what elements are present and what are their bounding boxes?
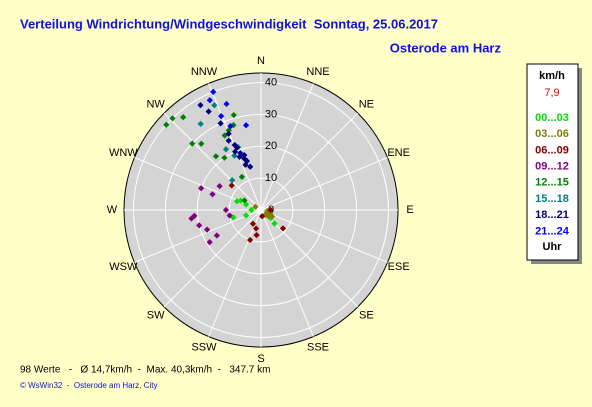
direction-label: W	[107, 204, 118, 216]
data-point	[197, 102, 204, 109]
spoke	[260, 209, 388, 263]
data-point	[271, 220, 278, 227]
spoke	[260, 209, 314, 337]
direction-label: NW	[146, 99, 165, 111]
r-tick-label: 30	[265, 108, 277, 120]
direction-label: WSW	[109, 261, 138, 273]
data-point	[242, 212, 250, 219]
legend-title: km/h	[539, 70, 565, 82]
data-point	[247, 163, 254, 170]
spoke	[260, 112, 359, 211]
data-point	[242, 122, 250, 129]
data-point	[217, 120, 224, 127]
legend-entry: 12...15	[535, 177, 569, 189]
data-point	[212, 153, 220, 160]
data-point	[225, 130, 232, 137]
r-tick-label: 40	[265, 76, 277, 88]
legend-footer: Uhr	[543, 241, 563, 253]
footer: 98 Werte - Ø 14,7km/h - Max. 40,3km/h - …	[20, 365, 270, 376]
data-point	[237, 197, 244, 204]
legend-entry: 18...21	[535, 209, 569, 221]
legend-entry: 21...24	[535, 225, 570, 237]
data-point	[248, 206, 255, 214]
spoke	[260, 83, 314, 211]
data-point	[221, 154, 228, 161]
legend-entry: 09...12	[535, 161, 569, 173]
direction-label: NNW	[191, 66, 218, 78]
legend-entry: 15...18	[535, 193, 569, 205]
direction-label: SW	[147, 309, 165, 321]
direction-label: SE	[359, 309, 374, 321]
legend-value: 7,9	[544, 87, 559, 99]
spoke	[260, 157, 388, 211]
ring	[164, 113, 358, 307]
data-point	[209, 191, 216, 198]
data-point	[197, 120, 204, 127]
data-point	[225, 137, 232, 144]
data-point	[213, 232, 220, 239]
data-point	[223, 100, 230, 108]
spoke	[260, 209, 359, 308]
data-point	[191, 212, 198, 219]
direction-label: ESE	[388, 261, 410, 273]
credit: © WsWin32 - Osterode am Harz, City	[20, 381, 157, 390]
direction-label: SSW	[191, 342, 217, 354]
data-point	[227, 123, 234, 130]
direction-label: S	[257, 353, 264, 365]
legend-entry: 03...06	[535, 128, 569, 140]
data-point	[205, 108, 212, 115]
data-point	[216, 182, 223, 190]
direction-label: ENE	[387, 147, 410, 159]
ring	[228, 177, 294, 243]
data-point	[206, 97, 213, 104]
data-point	[189, 140, 196, 147]
chart-title: Verteilung Windrichtung/Windgeschwindigk…	[20, 16, 438, 31]
data-point	[163, 121, 170, 128]
spoke	[163, 112, 262, 211]
data-point	[230, 111, 237, 119]
data-point	[252, 225, 260, 232]
data-point	[169, 115, 176, 122]
data-point	[241, 152, 248, 159]
data-point	[246, 236, 254, 244]
ring	[196, 145, 326, 275]
data-point	[211, 102, 218, 109]
legend-entry: 06...09	[535, 144, 569, 156]
spoke	[163, 209, 262, 308]
direction-label: NNE	[306, 66, 329, 78]
legend-box	[526, 63, 579, 261]
data-point	[249, 220, 257, 227]
spoke	[208, 209, 262, 337]
direction-label: E	[406, 204, 413, 216]
r-tick-label: 10	[265, 172, 277, 184]
direction-label: N	[257, 55, 265, 67]
r-tick-label: 20	[265, 140, 277, 152]
direction-label: NE	[359, 99, 374, 111]
ring	[133, 82, 389, 338]
data-point	[222, 206, 230, 214]
legend-entry: 00...03	[535, 112, 569, 124]
direction-label: SSE	[307, 342, 329, 354]
chart-subtitle: Osterode am Harz	[390, 40, 502, 55]
spoke	[134, 209, 262, 263]
data-point	[242, 161, 249, 168]
data-point	[180, 114, 187, 121]
direction-label: WNW	[109, 147, 138, 159]
